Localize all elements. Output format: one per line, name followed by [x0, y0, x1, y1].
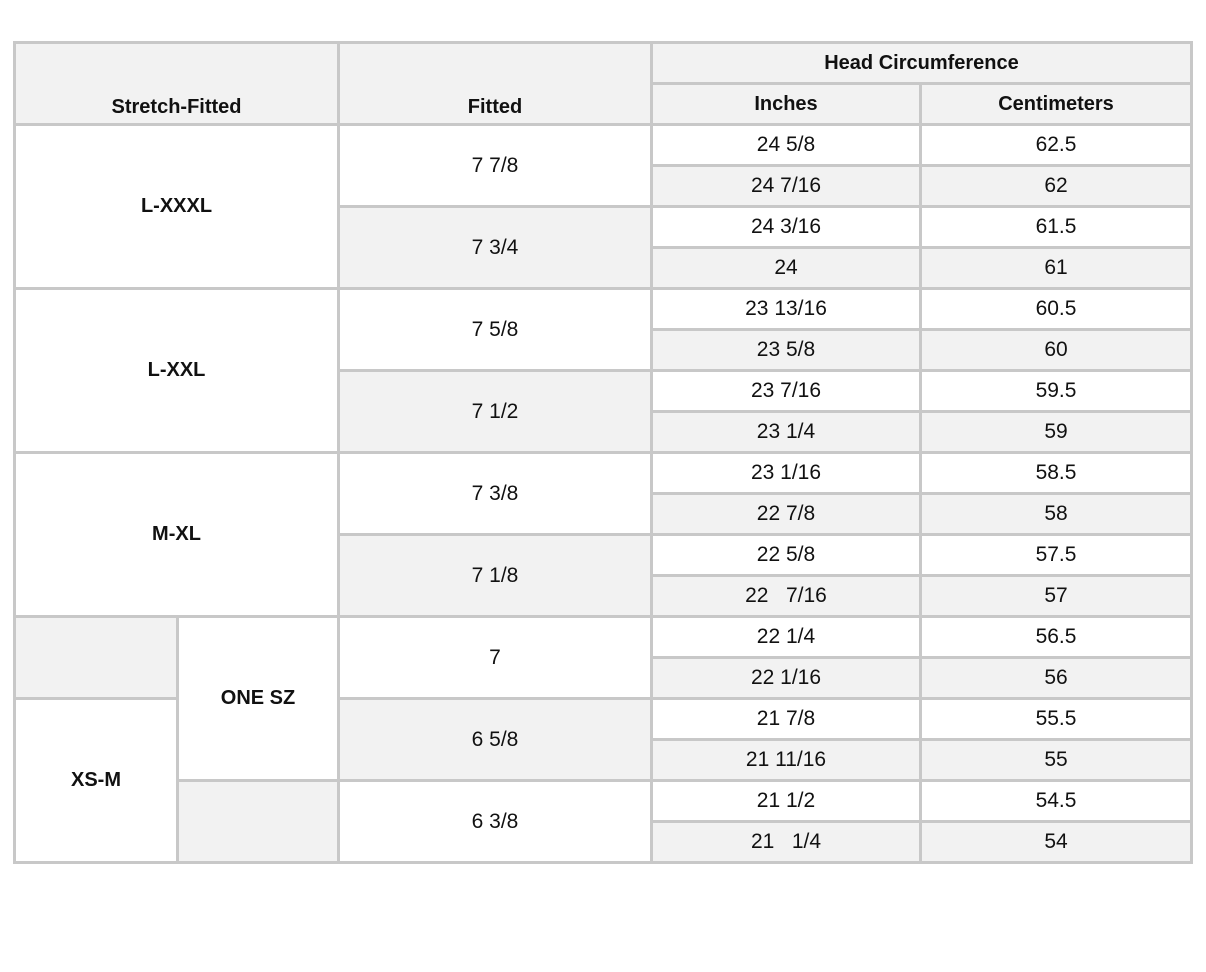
cm-cell: 58 [919, 492, 1193, 536]
table-row: ONE SZ 7 22 1/4 56.5 [13, 615, 1193, 782]
inches-cell: 21 11/16 [650, 738, 922, 782]
table-row: 23 1/4 59 [15, 410, 1193, 454]
stretch-size-cell: XS-M [13, 697, 179, 864]
cm-cell: 54 [919, 820, 1193, 864]
cm-cell: 61.5 [919, 205, 1193, 249]
head-circumference-header: Head Circumference [650, 41, 1193, 85]
table-row: 6 3/8 21 1/2 54.5 [15, 779, 1193, 864]
fitted-size-cell: 7 [337, 615, 653, 700]
cm-cell: 60 [919, 328, 1193, 372]
hat-size-chart-table: Stretch-Fitted Fitted Head Circumference… [13, 41, 1193, 864]
cm-cell: 56 [919, 656, 1193, 700]
fitted-header: Fitted [337, 41, 653, 126]
cm-cell: 59.5 [919, 369, 1193, 413]
fitted-size-cell: 6 3/8 [337, 779, 653, 864]
header-row: Stretch-Fitted Fitted Head Circumference [13, 41, 1193, 126]
inches-cell: 21 7/8 [650, 697, 922, 741]
inches-cell: 22 7/16 [650, 574, 922, 618]
fitted-size-cell: 7 3/8 [337, 451, 653, 536]
inches-cell: 23 5/8 [650, 328, 922, 372]
stretch-size-cell: L-XXXL [13, 123, 340, 290]
inches-cell: 22 5/8 [650, 533, 922, 577]
fitted-size-cell: 7 1/8 [337, 533, 653, 618]
inches-cell: 24 5/8 [650, 123, 922, 167]
inches-cell: 23 13/16 [650, 287, 922, 331]
inches-cell: 24 3/16 [650, 205, 922, 249]
table-row: M-XL 7 3/8 23 1/16 58.5 [13, 451, 1193, 618]
cm-cell: 54.5 [919, 779, 1193, 823]
table-row: 7 3/4 24 3/16 61.5 [15, 205, 1193, 290]
stretch-size-cell: L-XXL [13, 287, 340, 454]
inches-cell: 22 7/8 [650, 492, 922, 536]
cm-cell: 62 [919, 164, 1193, 208]
cm-cell: 62.5 [919, 123, 1193, 167]
inches-cell: 22 1/4 [650, 615, 922, 659]
table-row: 22 7/16 57 [15, 574, 1193, 618]
fitted-size-cell: 6 5/8 [337, 697, 653, 782]
inches-header: Inches [650, 82, 922, 126]
empty-cell [13, 615, 179, 700]
fitted-size-cell: 7 3/4 [337, 205, 653, 290]
table-row: 21 1/4 54 [15, 820, 1193, 864]
empty-cell [176, 779, 340, 864]
table-row: 24 7/16 62 [15, 164, 1193, 208]
inches-cell: 23 1/4 [650, 410, 922, 454]
fitted-size-cell: 7 1/2 [337, 369, 653, 454]
cm-cell: 59 [919, 410, 1193, 454]
cm-cell: 61 [919, 246, 1193, 290]
fitted-size-cell: 7 7/8 [337, 123, 653, 208]
table-row: 7 1/8 22 5/8 57.5 [15, 533, 1193, 618]
table-row: 23 5/8 60 [15, 328, 1193, 372]
centimeters-header: Centimeters [919, 82, 1193, 126]
inches-cell: 24 7/16 [650, 164, 922, 208]
inches-cell: 23 1/16 [650, 451, 922, 495]
cm-cell: 57 [919, 574, 1193, 618]
stretch-size-cell: M-XL [13, 451, 340, 618]
inches-cell: 22 1/16 [650, 656, 922, 700]
header-row: Inches Centimeters [15, 82, 1193, 126]
table-row: 7 1/2 23 7/16 59.5 [15, 369, 1193, 454]
table-row: 24 61 [15, 246, 1193, 290]
stretch-size-cell: ONE SZ [176, 615, 340, 782]
fitted-size-cell: 7 5/8 [337, 287, 653, 372]
cm-cell: 57.5 [919, 533, 1193, 577]
inches-cell: 21 1/2 [650, 779, 922, 823]
inches-cell: 23 7/16 [650, 369, 922, 413]
inches-cell: 24 [650, 246, 922, 290]
table-row: 22 1/16 56 [15, 656, 1193, 700]
table-row: L-XXXL 7 7/8 24 5/8 62.5 [13, 123, 1193, 290]
cm-cell: 55 [919, 738, 1193, 782]
table-row: XS-M 6 5/8 21 7/8 55.5 [13, 697, 1193, 864]
cm-cell: 55.5 [919, 697, 1193, 741]
table-row: L-XXL 7 5/8 23 13/16 60.5 [13, 287, 1193, 454]
cm-cell: 58.5 [919, 451, 1193, 495]
stretch-fitted-header: Stretch-Fitted [13, 41, 340, 126]
cm-cell: 56.5 [919, 615, 1193, 659]
table-row: 22 7/8 58 [15, 492, 1193, 536]
table-row: 21 11/16 55 [15, 738, 1193, 782]
inches-cell: 21 1/4 [650, 820, 922, 864]
cm-cell: 60.5 [919, 287, 1193, 331]
